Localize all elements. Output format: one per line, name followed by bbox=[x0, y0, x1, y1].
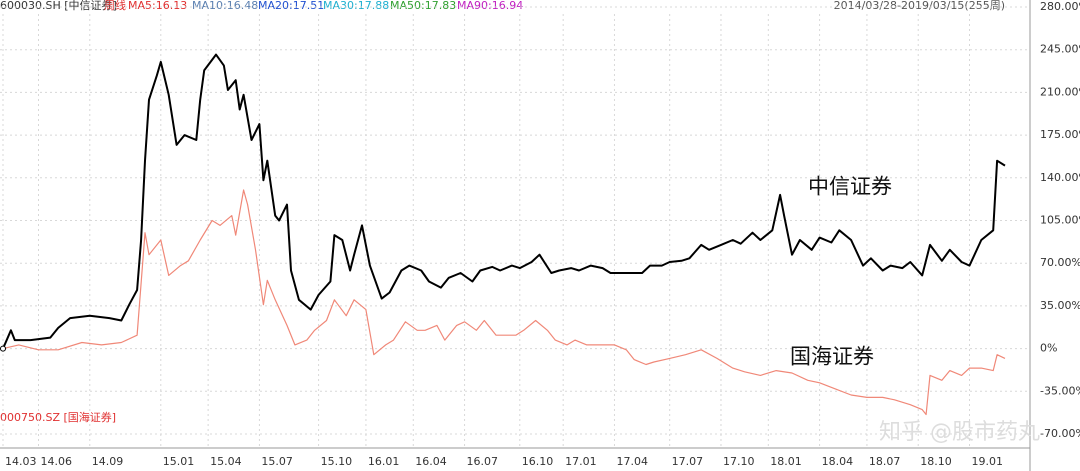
secondary-symbol: 000750.SZ [国海证券] bbox=[0, 410, 116, 424]
indicator: MA20:17.51 bbox=[258, 0, 324, 12]
indicator: MA5:16.13 bbox=[128, 0, 187, 12]
x-tick-label: 17.04 bbox=[616, 455, 648, 468]
y-tick-label: 245.00% bbox=[1040, 43, 1080, 56]
y-tick-label: 105.00% bbox=[1040, 214, 1080, 227]
indicator: MA10:16.48 bbox=[192, 0, 258, 12]
x-tick-label: 15.01 bbox=[163, 455, 195, 468]
series-label: 国海证券 bbox=[790, 345, 874, 369]
x-tick-label: 18.01 bbox=[770, 455, 802, 468]
indicator: MA90:16.94 bbox=[457, 0, 523, 12]
y-tick-label: -70.00% bbox=[1040, 427, 1080, 440]
x-tick-label: 15.07 bbox=[261, 455, 293, 468]
symbol: 600030.SH [中信证券] bbox=[0, 0, 117, 12]
x-tick-label: 18.07 bbox=[869, 455, 901, 468]
y-tick-label: 140.00% bbox=[1040, 171, 1080, 184]
x-tick-label: 18.04 bbox=[822, 455, 854, 468]
indicator: MA30:17.88 bbox=[323, 0, 389, 12]
x-tick-label: 16.01 bbox=[368, 455, 400, 468]
y-tick-label: 175.00% bbox=[1040, 128, 1080, 141]
x-tick-label: 14.03 bbox=[5, 455, 37, 468]
y-tick-label: 35.00% bbox=[1040, 299, 1080, 312]
period: 周线 bbox=[104, 0, 126, 12]
x-tick-label: 17.07 bbox=[672, 455, 704, 468]
x-tick-label: 19.01 bbox=[971, 455, 1003, 468]
x-tick-label: 15.10 bbox=[321, 455, 353, 468]
y-tick-label: -35.00% bbox=[1040, 384, 1080, 397]
y-tick-label: 210.00% bbox=[1040, 85, 1080, 98]
series-line bbox=[2, 53, 1006, 349]
x-tick-label: 14.09 bbox=[92, 455, 124, 468]
y-tick-label: 70.00% bbox=[1040, 256, 1080, 269]
x-tick-label: 17.10 bbox=[723, 455, 755, 468]
x-tick-label: 18.10 bbox=[920, 455, 952, 468]
x-tick-label: 14.06 bbox=[41, 455, 73, 468]
date-range: 2014/03/28-2019/03/15(255周) bbox=[834, 0, 1005, 12]
watermark: 知乎 @股市药丸 bbox=[879, 420, 1040, 445]
y-tick-label: 0% bbox=[1040, 342, 1057, 355]
y-tick-label: 280.00% bbox=[1040, 0, 1080, 13]
x-tick-label: 16.07 bbox=[467, 455, 499, 468]
x-tick-label: 16.04 bbox=[415, 455, 447, 468]
indicator: MA50:17.83 bbox=[390, 0, 456, 12]
series-line bbox=[2, 189, 1006, 416]
x-tick-label: 15.04 bbox=[210, 455, 242, 468]
x-tick-label: 16.10 bbox=[522, 455, 554, 468]
x-tick-label: 17.01 bbox=[565, 455, 597, 468]
series-label: 中信证券 bbox=[808, 175, 892, 199]
start-marker bbox=[0, 345, 6, 352]
